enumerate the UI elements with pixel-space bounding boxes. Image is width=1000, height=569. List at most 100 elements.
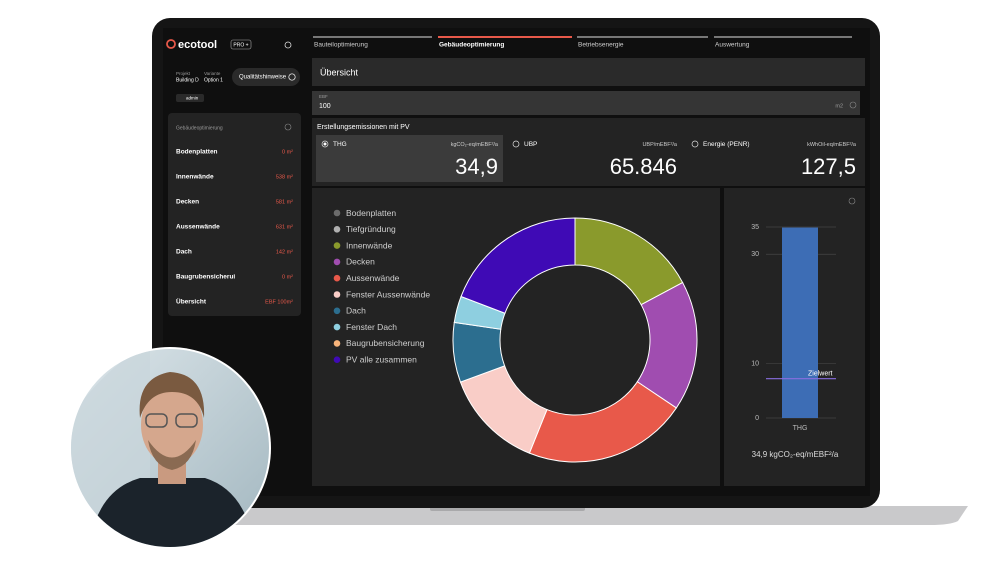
tab[interactable]: Bauteiloptimierung — [314, 42, 368, 49]
donut-segment — [460, 217, 576, 314]
row-name: Dach — [176, 249, 192, 256]
overview-title: Übersicht — [320, 67, 359, 77]
list-panel — [168, 113, 301, 316]
photo-hair — [139, 372, 205, 418]
tab[interactable]: Auswertung — [715, 42, 750, 49]
laptop-base — [135, 506, 968, 525]
quality-button[interactable] — [232, 68, 300, 86]
user-tag — [176, 94, 204, 102]
legend-label[interactable]: Innenwände — [346, 240, 393, 250]
row-value: 142 m² — [276, 249, 293, 255]
overview-header — [312, 58, 865, 86]
radio — [691, 140, 699, 148]
card-unit: UBP/mEBF²/a — [642, 142, 677, 148]
row-name: Decken — [176, 199, 199, 206]
row-value: 581 m² — [276, 199, 293, 205]
input-unit: m2 — [835, 103, 843, 109]
variant: Option 1 — [204, 77, 223, 83]
legend-label[interactable]: Fenster Dach — [346, 322, 397, 332]
card-label: Energie (PENR) — [703, 141, 750, 148]
photo-face — [141, 385, 203, 465]
row-value: 538 m² — [276, 174, 293, 180]
row-name: Innenwände — [176, 174, 214, 181]
ebf-input[interactable] — [312, 91, 860, 115]
card-value: 34,9 — [455, 154, 498, 179]
x-tick-label: THG — [793, 425, 808, 432]
row-name: Übersicht — [176, 297, 207, 306]
radio-dot — [323, 142, 327, 146]
row-name: Bodenplatten — [176, 149, 218, 156]
legend-label[interactable]: Baugrubensicherung — [346, 338, 425, 348]
legend-swatch — [333, 340, 341, 347]
legend-label[interactable]: Dach — [346, 306, 366, 316]
quality-button-label: Qualitätshinweise — [239, 75, 287, 81]
logo: ecotool — [178, 39, 217, 51]
logo-icon — [166, 39, 176, 49]
legend-label[interactable]: PV alle zusammen — [346, 354, 417, 364]
legend-label[interactable]: Tiefgründung — [346, 224, 396, 234]
badge: PRO + — [233, 42, 248, 48]
legend-swatch — [333, 226, 341, 233]
info-icon[interactable] — [849, 101, 857, 109]
list-title: Gebäudeoptimierung — [176, 125, 223, 131]
bar — [782, 227, 818, 418]
tab-line-active — [438, 36, 572, 38]
target-label: Zielwert — [808, 371, 833, 378]
row-value: 631 m² — [276, 224, 293, 230]
legend-swatch — [333, 291, 341, 298]
y-tick-label: 10 — [751, 360, 759, 367]
check-icon — [288, 73, 296, 81]
info-icon[interactable] — [848, 197, 856, 205]
badge-frame — [230, 39, 252, 50]
input-value: 100 — [319, 103, 331, 110]
row-value: 0 m² — [282, 274, 293, 280]
user: admin — [186, 96, 199, 101]
row-name: Aussenwände — [176, 224, 220, 231]
x-axis-caption: 34,9 kgCO₂-eq/mEBF²/a — [752, 450, 839, 459]
donut-chart: Bodenplatten Tiefgründung Innenwände Decken… — [333, 208, 698, 463]
legend-label[interactable]: Aussenwände — [346, 273, 400, 283]
legend-swatch — [333, 307, 341, 315]
legend-swatch — [333, 242, 341, 249]
tab-line — [313, 36, 432, 38]
project: Building D — [176, 77, 199, 83]
legend-swatch — [333, 356, 341, 364]
list-rows: Bodenplatten 0 m² Innenwände 538 m² Decken 58… — [176, 149, 293, 306]
project-label: Projekt — [176, 71, 191, 76]
card-label: UBP — [524, 141, 537, 148]
legend-label[interactable]: Bodenplatten — [346, 208, 396, 218]
section-title: Erstellungsemissionen mit PV — [317, 124, 410, 131]
photo-glasses — [175, 413, 198, 428]
radio — [321, 140, 329, 148]
theme-toggle[interactable] — [284, 41, 292, 49]
card[interactable] — [507, 135, 682, 182]
tab[interactable]: Gebäudeoptimierung — [439, 42, 504, 49]
cards: THG kgCO₂-eq/mEBF²/a 34,9 UBP UBP/mEBF²/a 65.… — [316, 135, 861, 182]
input-label: EBF — [319, 94, 328, 99]
legend-label[interactable]: Fenster Aussenwände — [346, 289, 430, 299]
bar-chart: 0 10 30 35 THG Zielwert 34,9 kgCO₂-eq/mEBF²/a — [751, 224, 839, 459]
y-tick-label: 35 — [751, 224, 759, 231]
tab[interactable]: Betriebsenergie — [578, 42, 624, 49]
legend-swatch — [333, 209, 341, 217]
photo-beard — [148, 440, 196, 470]
card-unit: kWhOil-eq/mEBF²/a — [807, 142, 857, 148]
legend-swatch — [333, 323, 341, 331]
tab-line — [714, 36, 852, 38]
y-tick-label: 0 — [755, 415, 759, 422]
legend-label[interactable]: Decken — [346, 257, 375, 267]
card[interactable] — [686, 135, 861, 182]
card-value: 127,5 — [801, 154, 856, 179]
legend-swatch — [333, 258, 341, 266]
card-unit: kgCO₂-eq/mEBF²/a — [451, 142, 499, 148]
portrait-photo — [69, 347, 271, 549]
variant-label: Variante — [204, 71, 221, 76]
radio — [512, 140, 520, 148]
info-icon[interactable] — [284, 123, 292, 131]
y-tick-label: 30 — [751, 251, 759, 258]
card-label: THG — [333, 141, 347, 148]
tab-line — [577, 36, 708, 38]
card[interactable] — [316, 135, 503, 182]
card-value: 65.846 — [610, 154, 677, 179]
